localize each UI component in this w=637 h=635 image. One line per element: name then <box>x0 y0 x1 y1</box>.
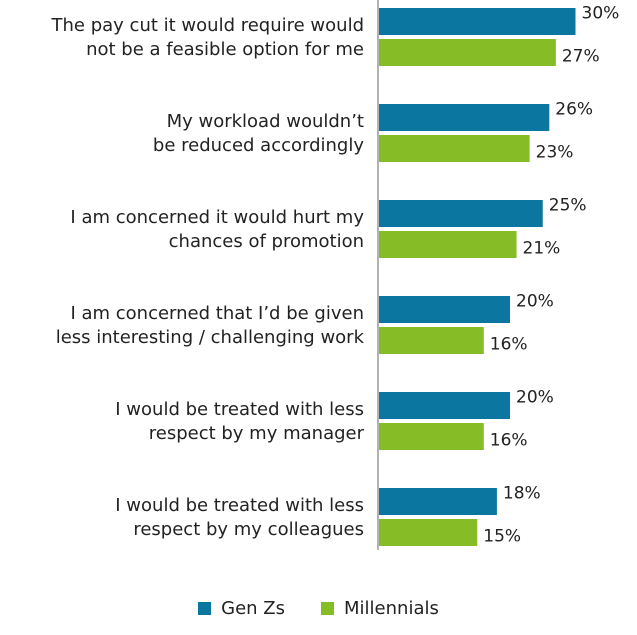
bar-millennials <box>379 39 556 66</box>
legend-label-millennials: Millennials <box>344 597 439 619</box>
legend-item-gen-zs: Gen Zs <box>198 598 285 619</box>
category-label: I am concerned it would hurt my chances o… <box>70 207 364 252</box>
category-label: The pay cut it would require would not be… <box>51 15 364 60</box>
category-label: I am concerned that I’d be given less int… <box>56 303 365 348</box>
bar-gen-zs <box>379 200 543 227</box>
category-label-line: I would be treated with less <box>115 495 364 516</box>
value-label-gen-zs: 18% <box>503 484 541 504</box>
value-label-gen-zs: 25% <box>549 196 587 216</box>
value-label-gen-zs: 26% <box>555 100 593 120</box>
value-label-gen-zs: 20% <box>516 292 554 312</box>
value-labels: 30% 27% 26% 23% 25% 21% 20% 16% 20% 16% 18% 15% <box>483 4 619 547</box>
value-label-millennials: 15% <box>483 527 521 547</box>
category-label: I would be treated with less respect by m… <box>115 399 364 444</box>
legend-swatch-millennials <box>321 601 335 615</box>
legend-swatch-gen-zs <box>198 601 212 615</box>
bar-millennials <box>379 327 484 354</box>
category-label-line: I would be treated with less <box>115 399 364 420</box>
category-label-line: respect by my colleagues <box>133 519 364 540</box>
bar-gen-zs <box>379 296 510 323</box>
value-label-gen-zs: 30% <box>582 4 620 24</box>
category-label: My workload wouldn’t be reduced according… <box>153 111 364 156</box>
category-labels: The pay cut it would require would not be… <box>51 15 365 540</box>
category-label-line: The pay cut it would require would <box>51 15 364 36</box>
value-label-gen-zs: 20% <box>516 388 554 408</box>
category-label-line: I am concerned that I’d be given <box>70 303 364 324</box>
value-label-millennials: 16% <box>490 431 528 451</box>
legend-label-gen-zs: Gen Zs <box>221 597 286 619</box>
category-label-line: less interesting / challenging work <box>56 327 365 348</box>
category-label-line: My workload wouldn’t <box>167 111 364 132</box>
bar-millennials <box>379 423 484 450</box>
legend-item-millennials: Millennials <box>321 598 439 619</box>
bar-gen-zs <box>379 488 497 515</box>
value-label-millennials: 21% <box>523 239 561 259</box>
bar-millennials <box>379 135 530 162</box>
category-label-line: be reduced accordingly <box>153 135 364 156</box>
category-label: I would be treated with less respect by m… <box>115 495 364 540</box>
bar-gen-zs <box>379 104 550 131</box>
category-label-line: I am concerned it would hurt my <box>70 207 364 228</box>
category-label-line: not be a feasible option for me <box>86 39 364 60</box>
value-label-millennials: 27% <box>562 47 600 67</box>
legend: Gen Zs Millennials <box>0 588 637 628</box>
bars <box>379 8 576 546</box>
value-label-millennials: 16% <box>490 335 528 355</box>
category-label-line: chances of promotion <box>169 231 364 252</box>
value-label-millennials: 23% <box>536 143 574 163</box>
bar-gen-zs <box>379 392 510 419</box>
bar-gen-zs <box>379 8 576 35</box>
category-label-line: respect by my manager <box>149 423 365 444</box>
bar-millennials <box>379 231 517 258</box>
bar-millennials <box>379 519 478 546</box>
chart-svg: The pay cut it would require would not be… <box>51 0 619 550</box>
